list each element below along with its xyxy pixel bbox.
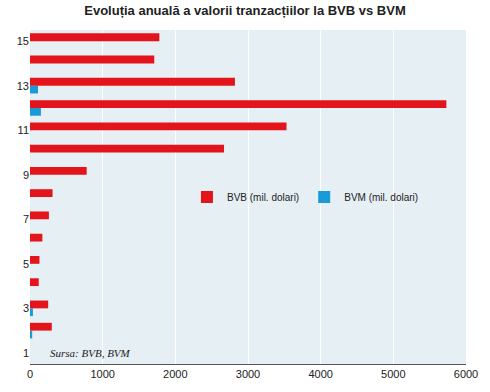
svg-text:1: 1	[23, 347, 29, 359]
svg-text:1000: 1000	[90, 368, 114, 380]
svg-text:BVB (mil. dolari): BVB (mil. dolari)	[227, 192, 299, 203]
svg-text:7: 7	[23, 213, 29, 225]
svg-text:Sursa: BVB, BVM: Sursa: BVB, BVM	[50, 347, 131, 359]
svg-text:4000: 4000	[308, 368, 332, 380]
svg-text:3: 3	[23, 302, 29, 314]
svg-text:3000: 3000	[236, 368, 260, 380]
svg-text:BVM (mil. dolari): BVM (mil. dolari)	[344, 192, 418, 203]
svg-text:13: 13	[17, 80, 29, 92]
svg-text:9: 9	[23, 169, 29, 181]
svg-text:15: 15	[17, 35, 29, 47]
svg-text:Evoluția anuală a valorii tran: Evoluția anuală a valorii tranzacțiilor …	[84, 3, 406, 18]
svg-text:0: 0	[27, 368, 33, 380]
svg-text:2000: 2000	[163, 368, 187, 380]
svg-text:5: 5	[23, 258, 29, 270]
svg-text:11: 11	[18, 124, 29, 136]
svg-text:5000: 5000	[381, 368, 405, 380]
svg-text:6000: 6000	[454, 368, 478, 380]
